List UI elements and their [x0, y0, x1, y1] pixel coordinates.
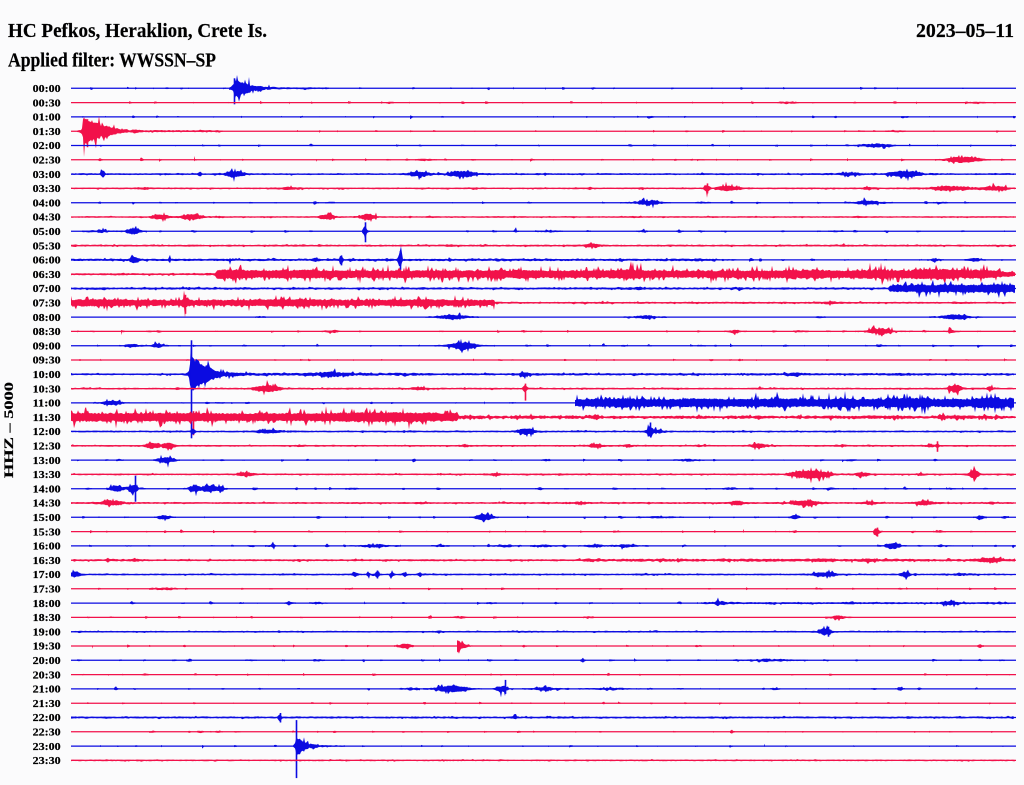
- svg-text:06:00: 06:00: [33, 255, 62, 267]
- svg-text:05:00: 05:00: [33, 226, 62, 238]
- svg-text:03:30: 03:30: [33, 183, 62, 195]
- svg-text:01:00: 01:00: [33, 112, 62, 124]
- svg-text:10:30: 10:30: [33, 383, 62, 395]
- svg-text:18:00: 18:00: [33, 598, 62, 610]
- svg-text:07:00: 07:00: [33, 283, 62, 295]
- svg-text:13:00: 13:00: [33, 455, 62, 467]
- svg-text:14:30: 14:30: [33, 498, 62, 510]
- svg-text:02:30: 02:30: [33, 155, 62, 167]
- svg-text:2023–05–11: 2023–05–11: [916, 20, 1014, 42]
- svg-text:14:00: 14:00: [33, 483, 62, 495]
- svg-text:11:30: 11:30: [33, 412, 62, 424]
- svg-text:17:30: 17:30: [33, 584, 62, 596]
- svg-text:11:00: 11:00: [33, 398, 62, 410]
- svg-text:22:30: 22:30: [33, 727, 62, 739]
- svg-text:05:30: 05:30: [33, 240, 62, 252]
- svg-text:15:00: 15:00: [33, 512, 62, 524]
- svg-text:07:30: 07:30: [33, 298, 62, 310]
- svg-text:21:00: 21:00: [33, 684, 62, 696]
- svg-text:09:30: 09:30: [33, 355, 62, 367]
- svg-text:20:00: 20:00: [33, 655, 62, 667]
- svg-text:18:30: 18:30: [33, 612, 62, 624]
- svg-text:19:00: 19:00: [33, 626, 62, 638]
- svg-text:12:30: 12:30: [33, 441, 62, 453]
- svg-text:13:30: 13:30: [33, 469, 62, 481]
- svg-text:15:30: 15:30: [33, 526, 62, 538]
- svg-text:19:30: 19:30: [33, 641, 62, 653]
- svg-text:21:30: 21:30: [33, 698, 62, 710]
- svg-text:23:30: 23:30: [33, 755, 62, 767]
- svg-text:08:30: 08:30: [33, 326, 62, 338]
- svg-text:00:30: 00:30: [33, 97, 62, 109]
- svg-text:06:30: 06:30: [33, 269, 62, 281]
- svg-text:09:00: 09:00: [33, 340, 62, 352]
- svg-text:08:00: 08:00: [33, 312, 62, 324]
- svg-text:03:00: 03:00: [33, 169, 62, 181]
- svg-text:02:00: 02:00: [33, 140, 62, 152]
- svg-text:Applied filter: WWSSN–SP: Applied filter: WWSSN–SP: [8, 50, 216, 72]
- svg-text:04:30: 04:30: [33, 212, 62, 224]
- svg-text:10:00: 10:00: [33, 369, 62, 381]
- svg-text:16:00: 16:00: [33, 541, 62, 553]
- svg-text:20:30: 20:30: [33, 669, 62, 681]
- svg-text:HC Pefkos, Heraklion, Crete Is: HC Pefkos, Heraklion, Crete Is.: [8, 20, 267, 42]
- svg-text:04:00: 04:00: [33, 197, 62, 209]
- svg-text:12:00: 12:00: [33, 426, 62, 438]
- svg-text:22:00: 22:00: [33, 712, 62, 724]
- svg-text:23:00: 23:00: [33, 741, 62, 753]
- svg-text:17:00: 17:00: [33, 569, 62, 581]
- svg-text:HHZ – 5000: HHZ – 5000: [1, 382, 16, 478]
- svg-text:16:30: 16:30: [33, 555, 62, 567]
- svg-text:01:30: 01:30: [33, 126, 62, 138]
- svg-text:00:00: 00:00: [33, 83, 62, 95]
